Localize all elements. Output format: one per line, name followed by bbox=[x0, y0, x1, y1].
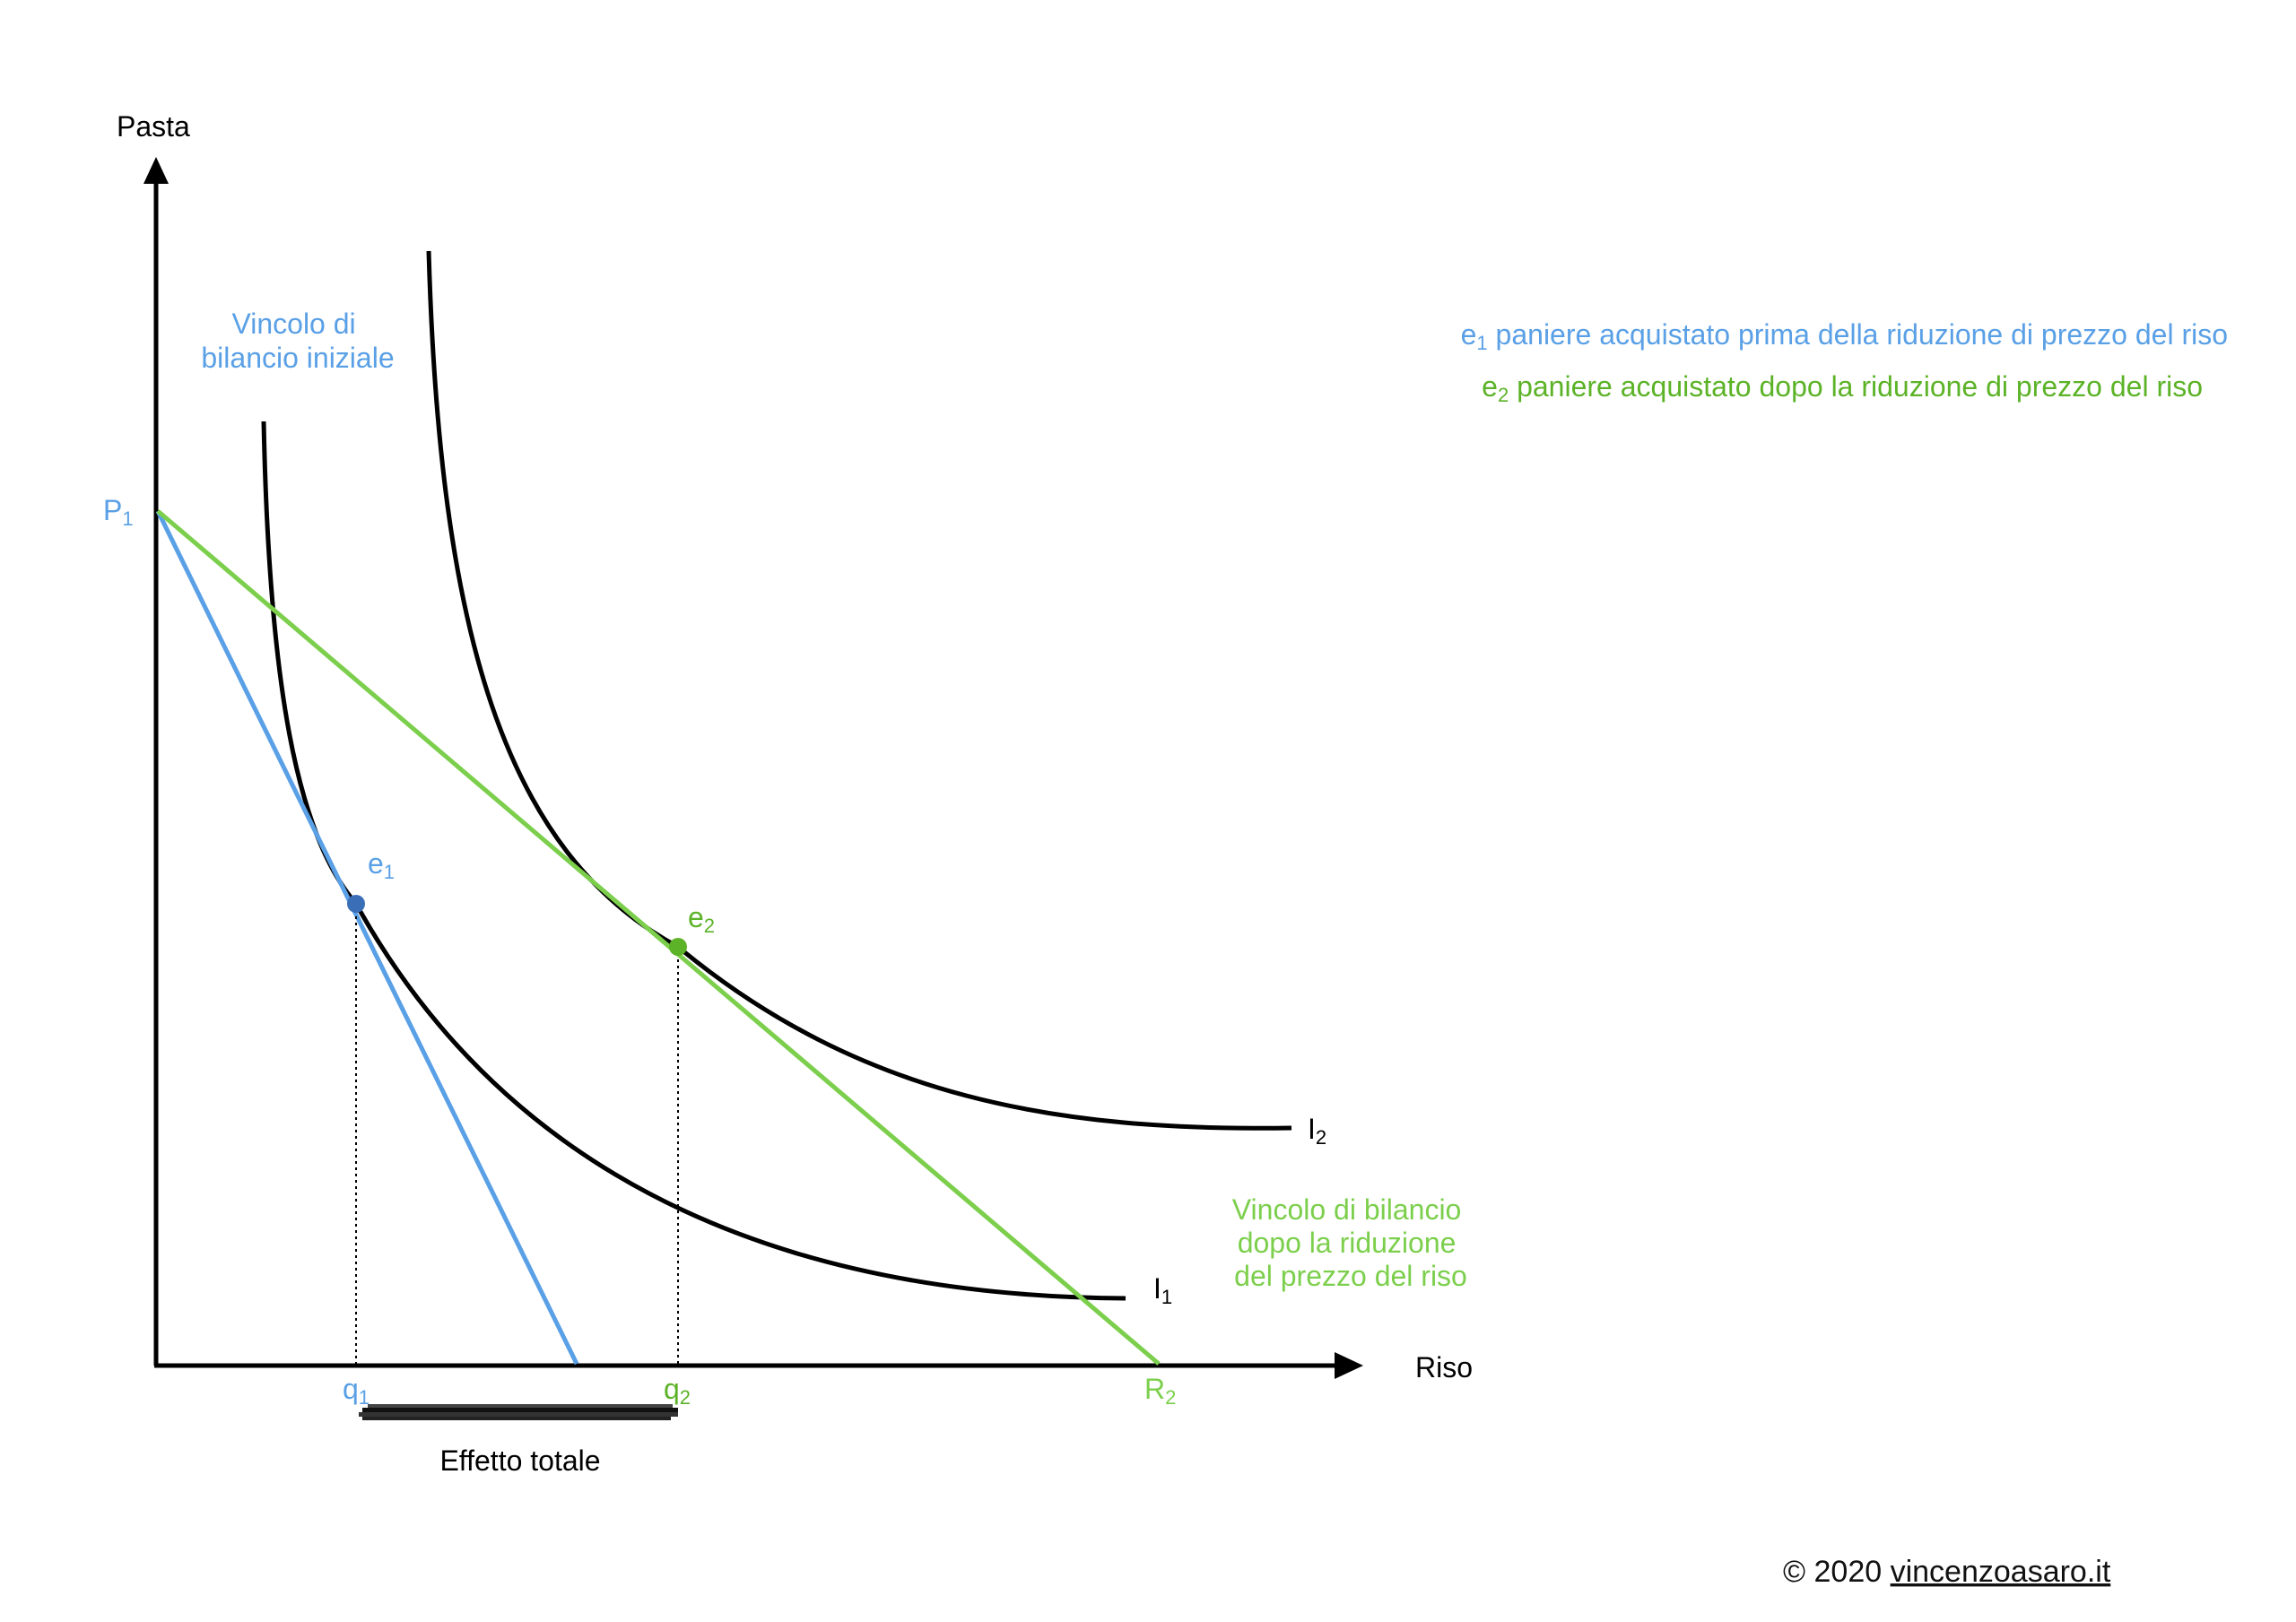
total-effect-label: Effetto totale bbox=[439, 1444, 600, 1477]
x-axis-label: Riso bbox=[1415, 1351, 1473, 1383]
q2-label: q2 bbox=[664, 1373, 691, 1409]
new-budget-line bbox=[156, 509, 1161, 1366]
y-axis-arrow bbox=[144, 157, 169, 184]
e1-point bbox=[347, 895, 365, 913]
indifference-curve-i1 bbox=[261, 421, 1126, 1301]
e1-label: e1 bbox=[368, 847, 395, 883]
credit-link[interactable]: vincenzoasaro.it bbox=[1891, 1555, 2111, 1589]
new-budget-label: Vincolo di bilancio dopo la riduzione de… bbox=[1232, 1193, 1469, 1292]
q1-label: q1 bbox=[343, 1373, 370, 1409]
legend-e1: e1 paniere acquistato prima della riduzi… bbox=[1461, 318, 2228, 354]
e2-label: e2 bbox=[688, 901, 715, 937]
i2-label: I2 bbox=[1308, 1113, 1326, 1149]
initial-budget-line bbox=[155, 509, 579, 1366]
indifference-curve-i2 bbox=[426, 250, 1292, 1131]
p1-label: P1 bbox=[103, 494, 134, 530]
x-axis-arrow bbox=[1335, 1352, 1363, 1379]
initial-budget-label: Vincolo di bilancio iniziale bbox=[201, 308, 394, 374]
total-effect-bracket bbox=[359, 1404, 678, 1420]
r2-label: R2 bbox=[1144, 1373, 1176, 1409]
e2-point bbox=[669, 938, 687, 956]
i1-label: I1 bbox=[1153, 1272, 1172, 1308]
legend-e2: e2 paniere acquistato dopo la riduzione … bbox=[1482, 370, 2203, 406]
copyright-credit: © 2020 vincenzoasaro.it bbox=[1783, 1555, 2111, 1589]
y-axis-label: Pasta bbox=[117, 110, 190, 143]
